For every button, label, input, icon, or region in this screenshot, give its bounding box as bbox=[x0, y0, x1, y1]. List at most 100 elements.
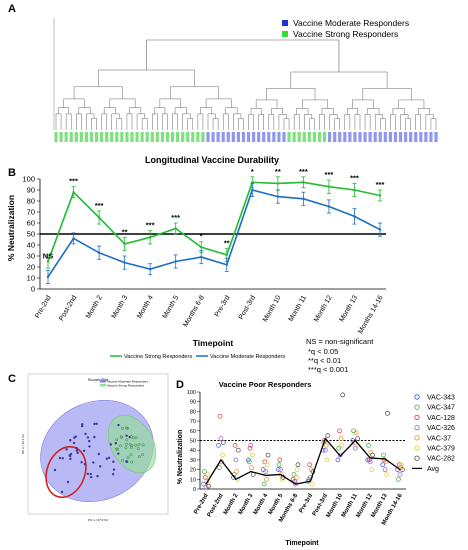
dendro-leaf-label bbox=[302, 132, 306, 142]
dendro-leaf-label bbox=[155, 132, 159, 142]
dendro-leaf-label bbox=[186, 132, 190, 142]
dendro-leaf-label bbox=[94, 132, 99, 142]
chart-b-xtick-label: Month 10 bbox=[262, 294, 283, 323]
pca-circle-poor bbox=[45, 445, 87, 499]
dendro-leaf-label bbox=[150, 132, 154, 142]
dendro-leaf-label bbox=[140, 132, 144, 142]
chart-b-point bbox=[327, 205, 331, 208]
dendro-leaf-label bbox=[393, 132, 398, 142]
chart-d-point bbox=[202, 475, 208, 480]
chart-b-point bbox=[225, 253, 228, 257]
chart-b-point bbox=[123, 242, 126, 246]
chart-d-point bbox=[202, 469, 207, 474]
chart-d-avg-line bbox=[205, 437, 401, 485]
chart-d-point bbox=[324, 457, 330, 463]
pca-point-moderate bbox=[125, 460, 129, 464]
chart-b-ytick-label: 70 bbox=[27, 208, 35, 217]
chart-b-ytick-label: 20 bbox=[27, 263, 35, 272]
chart-d-point bbox=[309, 481, 315, 487]
chart-d-point bbox=[370, 452, 375, 458]
chart-d-point bbox=[399, 462, 404, 468]
panel-label-a: A bbox=[8, 3, 16, 15]
chart-d-point bbox=[220, 452, 225, 458]
dendro-leaf-label bbox=[333, 132, 337, 142]
dendro-leaf-label bbox=[252, 132, 256, 142]
dendro-leaf-label bbox=[368, 132, 372, 142]
chart-d-point bbox=[261, 481, 267, 487]
dendro-leaf-label bbox=[348, 132, 352, 142]
legend-c-moderate: Vaccine Moderate Responders bbox=[107, 380, 148, 384]
dendro-leaf-label bbox=[125, 132, 129, 142]
dendro-leaf-label bbox=[409, 132, 413, 142]
dendro-leaf-label bbox=[165, 132, 170, 142]
chart-b-xtick-label: Month 12 bbox=[313, 294, 334, 323]
pca-point-strong bbox=[128, 443, 132, 446]
pca-point-strong bbox=[119, 435, 123, 439]
legend-c-strong: Vaccine Strong Responders bbox=[107, 384, 145, 388]
pca-point-moderate bbox=[76, 451, 79, 455]
chart-b-point bbox=[251, 181, 254, 184]
pca-point-strong bbox=[120, 458, 124, 462]
legend-d-label: VAC-326 bbox=[427, 425, 455, 432]
dendro-leaf-label bbox=[176, 132, 180, 142]
pca-point-strong bbox=[126, 426, 129, 430]
legend-d-marker bbox=[414, 455, 420, 461]
dendro-leaf-label bbox=[84, 132, 88, 142]
dendro-leaf-label bbox=[135, 132, 139, 142]
chart-b-point bbox=[276, 182, 280, 185]
chart-d-point bbox=[218, 436, 224, 441]
dendro-leaf-label bbox=[145, 132, 149, 142]
chart-b-significance: *** bbox=[69, 177, 78, 186]
pca-point-moderate bbox=[84, 432, 87, 436]
dendro-leaf-label bbox=[358, 132, 362, 142]
dendrogram-legend: Vaccine Moderate Responders Vaccine Stro… bbox=[282, 18, 409, 39]
chart-d-xtick-label: Pre-3rd bbox=[298, 493, 314, 514]
pca-point-strong bbox=[134, 436, 138, 440]
dendro-leaf-label bbox=[398, 132, 403, 142]
chart-b-significance: *** bbox=[146, 221, 155, 230]
chart-d-point bbox=[277, 457, 283, 463]
chart-d-point bbox=[248, 443, 254, 448]
legend-d-label: VAC-282 bbox=[427, 456, 455, 463]
pca-point-moderate bbox=[65, 448, 68, 451]
chart-d-point bbox=[293, 475, 299, 480]
legend-label-strong: Vaccine Strong Responders bbox=[293, 29, 398, 39]
pca-point-moderate bbox=[93, 422, 96, 426]
chart-b-point bbox=[302, 197, 305, 200]
pca-point-strong bbox=[130, 460, 134, 464]
chart-d-ytick-label: 10 bbox=[190, 477, 196, 483]
chart-d-point bbox=[262, 459, 268, 465]
dendro-leaf-label bbox=[236, 132, 240, 142]
pca-point-poor bbox=[58, 456, 62, 460]
chart-b-ytick-label: 30 bbox=[27, 252, 35, 261]
chart-b-point bbox=[97, 251, 101, 254]
chart-b-xtick-label: Month 2 bbox=[85, 294, 104, 319]
dendro-leaf-label bbox=[120, 132, 124, 142]
chart-d-point bbox=[367, 459, 373, 465]
chart-b-point bbox=[302, 181, 305, 184]
pca-point-moderate bbox=[83, 462, 87, 466]
dendro-leaf-label bbox=[89, 132, 94, 142]
pca-point-strong bbox=[134, 443, 138, 447]
chart-d-point bbox=[325, 433, 331, 438]
dendro-leaf-label bbox=[201, 132, 205, 142]
chart-b-point bbox=[353, 215, 356, 218]
chart-d-point bbox=[235, 447, 241, 453]
dendro-leaf-label bbox=[378, 132, 382, 142]
dendro-leaf-label bbox=[69, 132, 73, 142]
pca-point-moderate bbox=[80, 461, 83, 464]
chart-b-legend: Vaccine Strong Responders Vaccine Modera… bbox=[110, 354, 285, 360]
pca-point-moderate bbox=[114, 442, 118, 445]
chart-b-xtick-label: Month 13 bbox=[339, 294, 360, 323]
pca-point-moderate bbox=[107, 456, 111, 460]
chart-d-point bbox=[265, 452, 271, 458]
pca-point-moderate bbox=[75, 446, 78, 450]
chart-d-ytick-label: 100 bbox=[187, 390, 196, 396]
chart-d-point bbox=[307, 462, 313, 468]
dendro-leaf-label bbox=[196, 132, 200, 142]
pca-point-strong bbox=[124, 446, 128, 450]
chart-b-ytick-label: 40 bbox=[27, 241, 35, 250]
chart-b-point bbox=[378, 228, 382, 231]
pca-point-moderate bbox=[69, 454, 72, 458]
